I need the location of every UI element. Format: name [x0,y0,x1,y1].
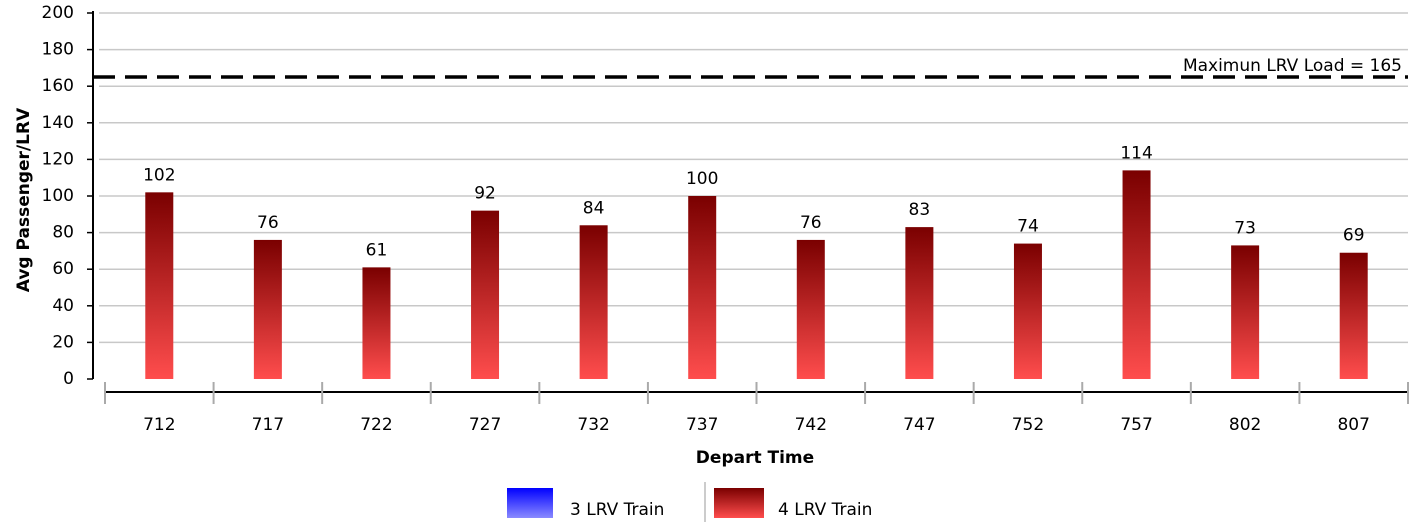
data-label: 73 [1234,218,1256,238]
bar [1122,170,1151,379]
data-label: 84 [583,198,605,218]
x-tick-label: 807 [1337,415,1369,435]
reference-label: Maximun LRV Load = 165 [1183,56,1402,76]
x-tick-label: 737 [686,415,718,435]
data-label: 100 [686,169,718,189]
y-tick-label: 180 [42,40,74,60]
x-tick-label: 757 [1120,415,1152,435]
x-tick-label: 802 [1229,415,1261,435]
x-tick-label: 722 [360,415,392,435]
legend-swatch [714,488,764,518]
data-label: 61 [366,240,388,260]
y-tick-label: 60 [52,259,74,279]
data-label: 83 [909,200,931,220]
data-label: 76 [800,213,822,233]
data-label: 114 [1120,143,1152,163]
bar [688,196,717,379]
y-tick-label: 0 [63,369,74,389]
x-tick-label: 752 [1012,415,1044,435]
x-tick-label: 747 [903,415,935,435]
bar [471,210,500,379]
bar [796,239,825,379]
bar [1231,245,1260,379]
y-tick-label: 20 [52,332,74,352]
x-tick-label: 727 [469,415,501,435]
legend-swatch [507,488,553,518]
data-label: 76 [257,213,279,233]
data-label: 74 [1017,217,1039,237]
y-tick-label: 80 [52,223,74,243]
bar [579,225,608,379]
bar [1013,243,1042,379]
y-tick-label: 140 [42,113,74,133]
x-tick-label: 732 [577,415,609,435]
y-tick-label: 200 [42,3,74,23]
data-label: 102 [143,165,175,185]
bar [1339,252,1368,379]
x-tick-label: 712 [143,415,175,435]
data-label: 69 [1343,226,1365,246]
bar [253,239,282,379]
y-tick-label: 160 [42,76,74,96]
legend-label: 4 LRV Train [778,500,872,520]
data-label: 92 [474,184,496,204]
x-tick-label: 742 [795,415,827,435]
bar [362,267,391,379]
y-tick-label: 120 [42,149,74,169]
y-tick-label: 100 [42,186,74,206]
x-axis-title: Depart Time [696,448,814,468]
bar [145,192,174,379]
legend-label: 3 LRV Train [570,500,664,520]
y-axis-title: Avg Passenger/LRV [14,107,34,292]
bar [905,227,934,379]
y-tick-label: 40 [52,296,74,316]
x-tick-label: 717 [252,415,284,435]
